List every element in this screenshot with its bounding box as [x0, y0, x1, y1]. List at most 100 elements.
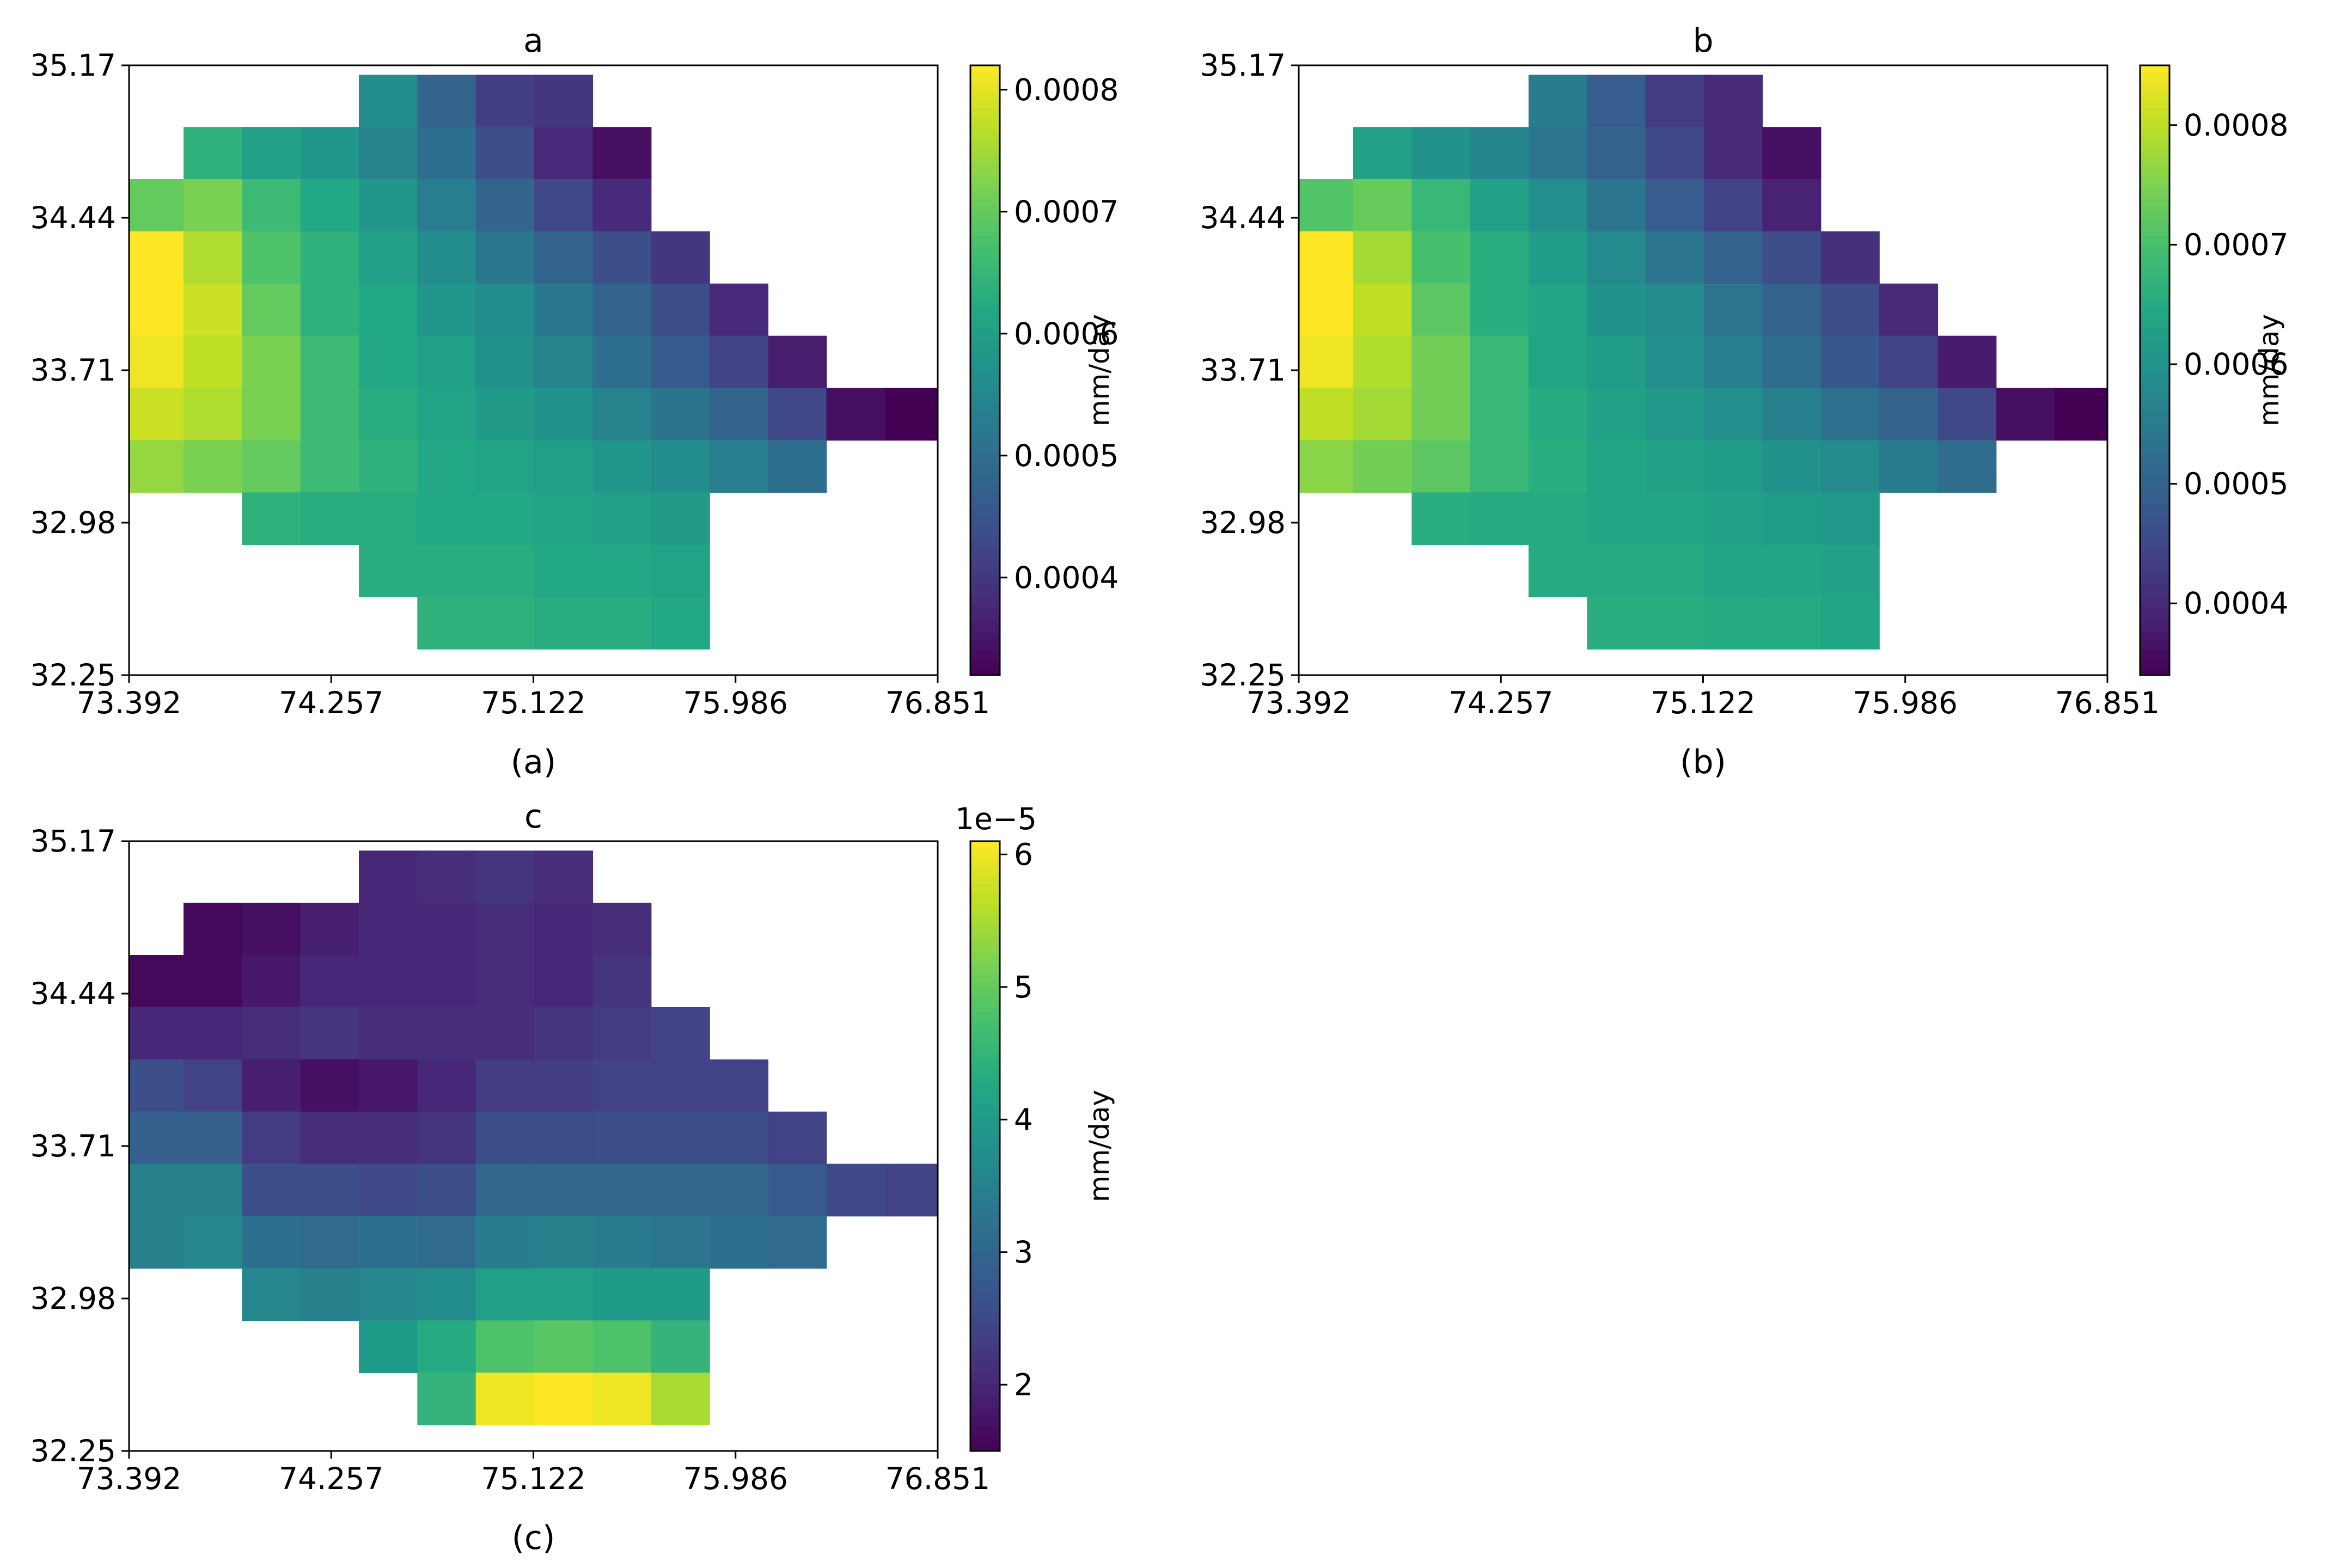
heatmap-cell	[592, 492, 652, 546]
heatmap-cells	[1299, 75, 2107, 650]
colorbar-segment	[970, 663, 1000, 670]
colorbar-segment	[970, 83, 1000, 90]
heatmap-cell	[1645, 231, 1704, 284]
colorbar-segment	[2140, 266, 2169, 273]
colorbar-segment	[970, 1189, 1000, 1196]
heatmap-cell	[475, 75, 535, 127]
heatmap-cell	[1587, 179, 1646, 232]
colorbar-segment	[970, 157, 1000, 163]
colorbar-segment	[970, 468, 1000, 475]
colorbar-segment	[970, 211, 1000, 218]
colorbar-segment	[2140, 419, 2169, 426]
heatmap-cell	[1996, 388, 2055, 441]
heatmap-cell	[184, 1007, 243, 1060]
heatmap-cell	[475, 850, 535, 903]
heatmap-cell	[242, 1007, 301, 1060]
heatmap-cell	[417, 283, 476, 336]
colorbar-segment	[970, 516, 1000, 523]
heatmap-cell	[475, 1373, 535, 1425]
heatmap-cell	[184, 440, 243, 493]
colorbar-frame	[2139, 64, 2171, 676]
heatmap-cell	[592, 231, 652, 284]
heatmap-cell	[359, 231, 418, 284]
heatmap-cell	[651, 335, 710, 389]
colorbar-segment	[970, 565, 1000, 572]
colorbar-segment	[2140, 102, 2169, 109]
y-tick-label: 32.25	[1200, 658, 1286, 693]
heatmap-cell	[651, 388, 710, 441]
colorbar-segment	[970, 963, 1000, 970]
heatmap-cell	[300, 1163, 359, 1217]
y-tick-label: 35.17	[1200, 48, 1286, 83]
heatmap-cell	[129, 1163, 184, 1217]
colorbar-segment	[970, 291, 1000, 298]
colorbar-segment	[970, 1183, 1000, 1190]
colorbar-segment	[2140, 181, 2169, 188]
heatmap-cell	[242, 179, 301, 232]
heatmap-cell	[1938, 335, 1997, 389]
colorbar-segment	[970, 1377, 1000, 1385]
colorbar-segment	[970, 486, 1000, 493]
colorbar-segment	[970, 1244, 1000, 1251]
colorbar-segment	[2140, 407, 2169, 414]
heatmap-cell	[1299, 440, 1354, 493]
colorbar-segment	[2140, 443, 2169, 450]
heatmap-cell	[1704, 283, 1763, 336]
heatmap-cell	[242, 1163, 301, 1217]
heatmap-cell	[129, 1007, 184, 1060]
colorbar-segment	[2140, 382, 2169, 389]
colorbar-segment	[2140, 608, 2169, 615]
colorbar-segment	[970, 1371, 1000, 1379]
colorbar-segment	[970, 1213, 1000, 1220]
heatmap-cell	[417, 127, 476, 180]
x-tick-label: 75.122	[481, 1461, 585, 1496]
colorbar-segment	[970, 987, 1000, 994]
heatmap-cell	[1704, 597, 1763, 650]
colorbar-segment	[2140, 431, 2169, 438]
heatmap-cell	[359, 179, 418, 232]
colorbar-segment	[970, 187, 1000, 194]
heatmap-cell	[417, 1268, 476, 1321]
heatmap-cell	[534, 1111, 594, 1165]
colorbar-segment	[970, 945, 1000, 952]
heatmap-cell	[534, 388, 594, 441]
colorbar-segment	[970, 498, 1000, 505]
panel-title: a	[523, 22, 543, 60]
colorbar-segment	[2140, 559, 2169, 566]
heatmap-cell	[651, 544, 710, 597]
colorbar-segment	[970, 272, 1000, 279]
heatmap-cell	[592, 179, 652, 232]
colorbar-segment	[2140, 358, 2169, 365]
colorbar-segment	[2140, 669, 2169, 676]
heatmap-cell	[1411, 179, 1471, 232]
heatmap-cell	[300, 127, 359, 180]
heatmap-cell	[768, 388, 827, 441]
colorbar-segment	[2140, 645, 2169, 651]
heatmap-cell	[534, 1163, 594, 1217]
heatmap-cell	[651, 231, 710, 284]
heatmap-cell	[651, 1268, 710, 1321]
heatmap-cell	[242, 231, 301, 284]
heatmap-cell	[592, 597, 652, 650]
heatmap-cell	[1411, 335, 1471, 389]
colorbar-tick-label: 2	[1014, 1367, 1033, 1402]
heatmap-cell	[300, 1216, 359, 1269]
heatmap-cell	[1820, 544, 1880, 597]
colorbar-segment	[970, 474, 1000, 481]
heatmap-cell	[359, 1111, 418, 1165]
heatmap-cell	[1299, 283, 1354, 336]
heatmap-cell	[184, 335, 243, 389]
colorbar-segment	[970, 492, 1000, 499]
colorbar-segment	[970, 1310, 1000, 1318]
colorbar-segment	[2140, 614, 2169, 621]
heatmap-cell	[1820, 335, 1880, 389]
colorbar-segment	[970, 908, 1000, 915]
heatmap-cell	[1645, 75, 1704, 127]
colorbar-segment	[970, 1438, 1000, 1445]
colorbar-segment	[970, 1024, 1000, 1031]
colorbar-segment	[970, 853, 1000, 860]
colorbar-segment	[2140, 425, 2169, 432]
colorbar-segment	[2140, 504, 2169, 511]
colorbar-segment	[970, 315, 1000, 322]
colorbar-segment	[2140, 303, 2169, 310]
